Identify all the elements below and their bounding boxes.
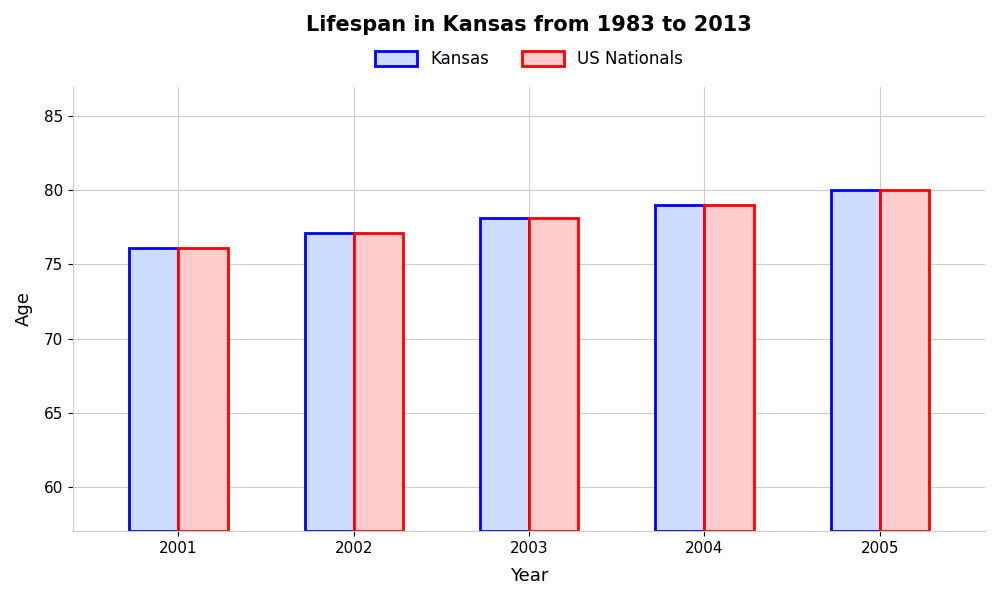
Bar xyxy=(354,233,403,531)
Bar xyxy=(529,218,578,531)
Bar xyxy=(480,218,529,531)
Bar xyxy=(831,190,880,531)
X-axis label: Year: Year xyxy=(510,567,548,585)
Legend: Kansas, US Nationals: Kansas, US Nationals xyxy=(367,41,691,76)
Bar xyxy=(655,205,704,531)
Bar xyxy=(305,233,354,531)
Y-axis label: Age: Age xyxy=(15,292,33,326)
Bar xyxy=(704,205,754,531)
Bar xyxy=(178,248,228,531)
Title: Lifespan in Kansas from 1983 to 2013: Lifespan in Kansas from 1983 to 2013 xyxy=(306,15,752,35)
Bar xyxy=(129,248,178,531)
Bar xyxy=(880,190,929,531)
